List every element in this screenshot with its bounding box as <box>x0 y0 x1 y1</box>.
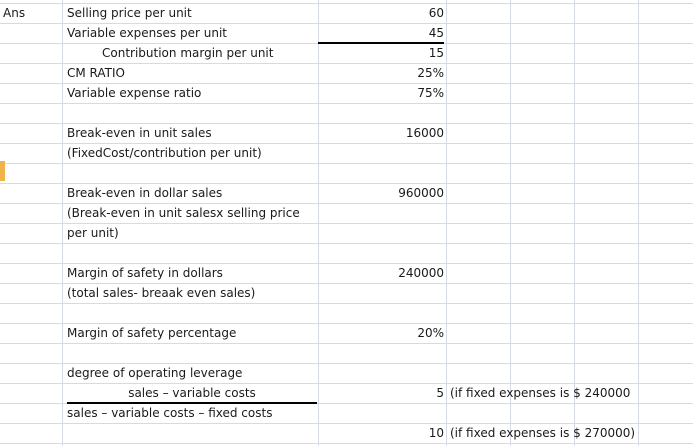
ans-label: Ans <box>3 6 26 20</box>
margin-of-safety-dollars-note: (total sales- breaak even sales) <box>67 286 256 300</box>
cm-ratio-label: CM RATIO <box>67 66 125 80</box>
contribution-margin-label: Contribution margin per unit <box>102 46 274 60</box>
break-even-units-value[interactable]: 16000 <box>405 126 444 140</box>
row-selection-marker <box>0 161 5 181</box>
dol-value-2[interactable]: 10 <box>428 426 444 440</box>
margin-of-safety-percentage-label: Margin of safety percentage <box>67 326 237 340</box>
dol-note-2: (if fixed expenses is $ 270000) <box>450 426 636 440</box>
dol-denominator: sales – variable costs – fixed costs <box>67 406 273 420</box>
dol-value-1[interactable]: 5 <box>436 386 444 400</box>
variable-expenses-label: Variable expenses per unit <box>67 26 227 40</box>
dol-label: degree of operating leverage <box>67 366 243 380</box>
break-even-dollars-value[interactable]: 960000 <box>398 186 444 200</box>
break-even-dollars-note: (Break-even in unit salesx selling price… <box>67 206 300 240</box>
break-even-dollars-label: Break-even in dollar sales <box>67 186 223 200</box>
variable-expense-ratio-label: Variable expense ratio <box>67 86 202 100</box>
break-even-units-note: (FixedCost/contribution per unit) <box>67 146 262 160</box>
selling-price-label: Selling price per unit <box>67 6 192 20</box>
selling-price-value[interactable]: 60 <box>428 6 444 20</box>
dol-numerator: sales – variable costs <box>67 385 317 404</box>
margin-of-safety-dollars-label: Margin of safety in dollars <box>67 266 223 280</box>
dol-note-1: (if fixed expenses is $ 240000 <box>450 386 631 400</box>
variable-expenses-value[interactable]: 45 <box>318 25 444 44</box>
margin-of-safety-percentage-value[interactable]: 20% <box>417 326 444 340</box>
cm-ratio-value[interactable]: 25% <box>417 66 444 80</box>
margin-of-safety-dollars-value[interactable]: 240000 <box>398 266 444 280</box>
contribution-margin-value[interactable]: 15 <box>428 46 444 60</box>
break-even-units-label: Break-even in unit sales <box>67 126 212 140</box>
variable-expense-ratio-value[interactable]: 75% <box>417 86 444 100</box>
